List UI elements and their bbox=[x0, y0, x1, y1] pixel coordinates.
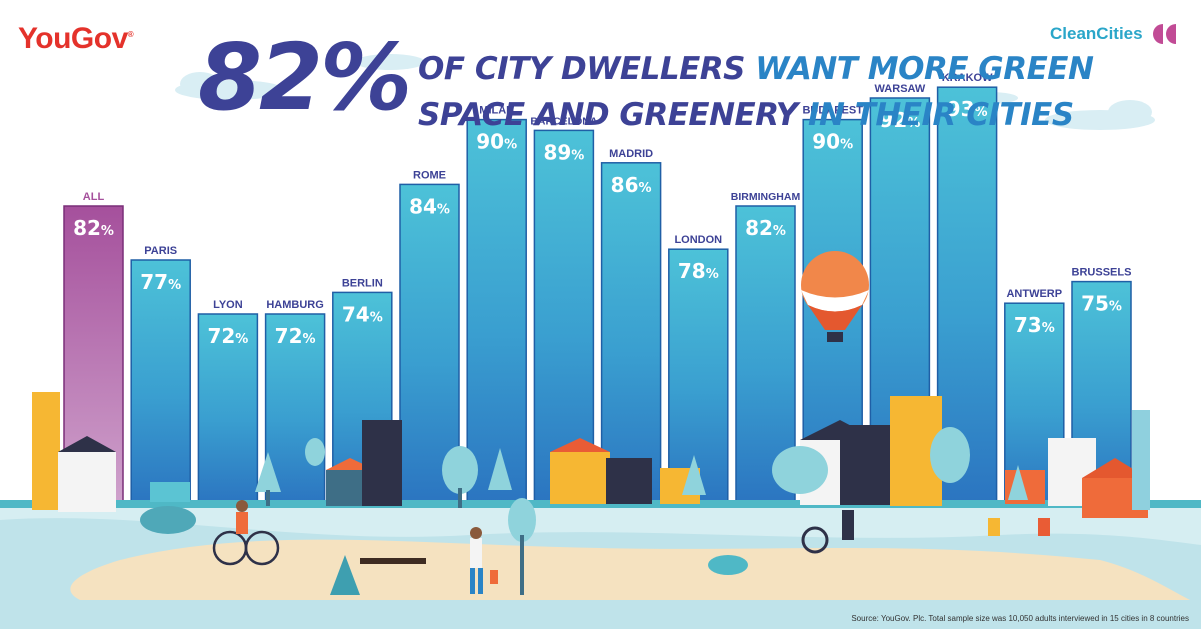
headline-line-2b: IN THEIR CITIES bbox=[807, 97, 1074, 133]
headline-line-1b: WANT MORE GREEN bbox=[755, 51, 1094, 87]
value-label-madrid: 86% bbox=[611, 173, 652, 197]
value-label-barcelona: 89% bbox=[543, 140, 584, 164]
headline-line-2a: SPACE AND GREENERY bbox=[418, 97, 798, 133]
value-label-warsaw: 92% bbox=[879, 108, 920, 132]
value-label-krakow: 93% bbox=[947, 97, 988, 121]
value-label-all: 82% bbox=[73, 216, 114, 240]
value-label-hamburg: 72% bbox=[275, 324, 316, 348]
cleancities-mark-icon bbox=[1152, 24, 1176, 44]
category-label-antwerp: ANTWERP bbox=[1006, 288, 1062, 300]
category-label-all: ALL bbox=[83, 191, 105, 203]
source-note: Source: YouGov. Plc. Total sample size w… bbox=[851, 614, 1189, 623]
value-label-milan: 90% bbox=[476, 130, 517, 154]
bar-london bbox=[668, 248, 729, 506]
people bbox=[212, 500, 1050, 594]
bar-madrid bbox=[600, 162, 662, 506]
value-label-rome: 84% bbox=[409, 194, 450, 218]
category-label-london: LONDON bbox=[674, 234, 722, 246]
partner-name: CleanCities bbox=[1050, 24, 1143, 43]
value-label-lyon: 72% bbox=[207, 324, 248, 348]
category-label-krakow: KRAKOW bbox=[942, 72, 993, 84]
category-label-milan: MILAN bbox=[479, 105, 514, 117]
category-label-rome: ROME bbox=[413, 169, 446, 181]
trees bbox=[140, 427, 1028, 595]
category-label-barcelona: BARCELONA bbox=[530, 115, 597, 127]
category-label-budapest: BUDAPEST bbox=[802, 105, 863, 117]
category-label-brussels: BRUSSELS bbox=[1072, 267, 1132, 279]
category-label-madrid: MADRID bbox=[609, 148, 653, 160]
category-label-lyon: LYON bbox=[213, 299, 243, 311]
yougov-logo: YouGov® bbox=[18, 22, 134, 55]
bar-paris bbox=[130, 259, 191, 506]
value-label-brussels: 75% bbox=[1081, 292, 1122, 316]
clouds bbox=[175, 54, 1155, 130]
value-label-london: 78% bbox=[678, 259, 719, 283]
headline-percent: 82% bbox=[198, 24, 412, 131]
headline-line-1a: OF CITY DWELLERS bbox=[418, 51, 745, 87]
headline-line-2: SPACE AND GREENERY IN THEIR CITIES bbox=[418, 100, 1074, 131]
value-label-budapest: 90% bbox=[812, 130, 853, 154]
bar-milan bbox=[466, 118, 527, 506]
value-label-paris: 77% bbox=[140, 270, 181, 294]
bars: ALL 82% PARIS 77% LYON 72% HAMBURG 72% BERLIN 74%… bbox=[63, 72, 1132, 506]
cleancities-logo: CleanCities bbox=[1050, 22, 1179, 46]
value-label-antwerp: 73% bbox=[1014, 313, 1055, 337]
category-label-paris: PARIS bbox=[144, 245, 177, 257]
bar-hamburg bbox=[264, 313, 326, 506]
category-label-birmingham: BIRMINGHAM bbox=[731, 191, 801, 203]
hot-air-balloon bbox=[801, 251, 869, 342]
bar-lyon bbox=[197, 313, 259, 506]
headline-line-1: OF CITY DWELLERS WANT MORE GREEN bbox=[418, 51, 1094, 87]
category-label-berlin: BERLIN bbox=[342, 277, 383, 289]
value-label-birmingham: 82% bbox=[745, 216, 786, 240]
category-label-warsaw: WARSAW bbox=[875, 83, 926, 95]
category-label-hamburg: HAMBURG bbox=[266, 299, 323, 311]
value-label-berlin: 74% bbox=[342, 302, 383, 326]
